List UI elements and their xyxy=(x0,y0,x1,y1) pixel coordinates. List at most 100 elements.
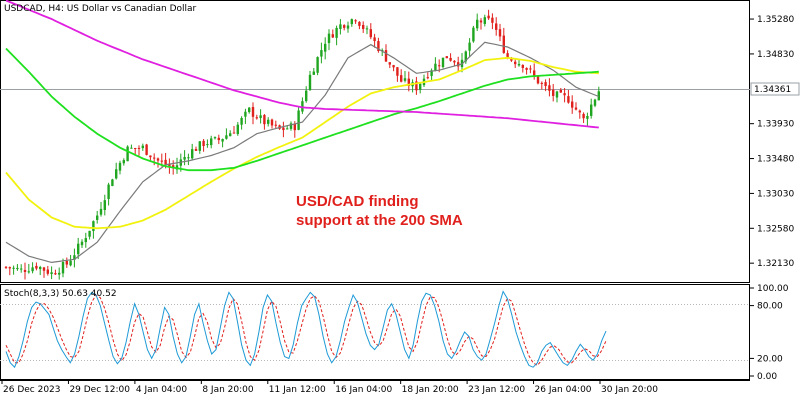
candle-body xyxy=(255,117,258,119)
candle-body xyxy=(23,269,27,272)
candle-body xyxy=(286,128,289,130)
candle-body xyxy=(210,138,213,146)
candle-body xyxy=(20,268,23,270)
candle-body xyxy=(464,51,467,62)
candle-body xyxy=(236,124,239,135)
candle-body xyxy=(80,241,84,246)
candle-body xyxy=(415,81,418,91)
candlestick-series xyxy=(4,9,600,280)
candle-body xyxy=(39,266,42,270)
candle-body xyxy=(407,78,410,86)
stoch-tick-label: 80.00 xyxy=(757,302,783,312)
candle-body xyxy=(96,215,99,220)
candle-body xyxy=(248,107,251,113)
candle-body xyxy=(270,119,274,126)
candle-body xyxy=(506,53,509,59)
candle-body xyxy=(126,146,129,162)
candle-body xyxy=(54,273,57,275)
current-price-box xyxy=(750,82,800,96)
candle-body xyxy=(324,43,327,52)
candle-body xyxy=(430,70,433,76)
candle-body xyxy=(441,57,445,67)
candle-body xyxy=(487,15,490,19)
candle-body xyxy=(35,265,38,269)
candle-body xyxy=(498,29,502,37)
candle-body xyxy=(578,110,581,113)
ma-line-3 xyxy=(5,47,599,172)
candle-body xyxy=(453,60,456,63)
candle-body xyxy=(305,90,308,102)
price-tick-label: 1.33930 xyxy=(757,120,794,130)
candle-body xyxy=(365,28,369,30)
candle-body xyxy=(343,25,346,28)
candle-body xyxy=(552,89,555,96)
candle-body xyxy=(122,160,125,164)
candle-body xyxy=(267,119,270,124)
stochastic-lines xyxy=(5,290,607,369)
candle-body xyxy=(244,111,247,117)
candle-body xyxy=(434,63,437,71)
candle-body xyxy=(50,272,53,275)
time-tick-label: 26 Dec 2023 xyxy=(3,385,61,395)
candle-body xyxy=(153,157,156,159)
candle-body xyxy=(567,96,570,103)
stoch-pane-frame xyxy=(0,284,750,380)
candle-body xyxy=(449,57,452,61)
candle-body xyxy=(590,104,593,116)
candle-body xyxy=(544,82,547,87)
stoch-tick-label: 0.00 xyxy=(757,372,777,382)
candle-body xyxy=(491,17,494,23)
candle-body xyxy=(571,101,574,108)
candle-body xyxy=(58,272,61,275)
stoch-main-line xyxy=(5,290,607,369)
candle-body xyxy=(350,19,353,25)
candle-body xyxy=(563,93,566,96)
candle-body xyxy=(217,137,220,141)
time-tick-label: 30 Jan 20:00 xyxy=(601,385,658,395)
candle-body xyxy=(293,123,296,131)
candle-body xyxy=(384,50,388,62)
candle-body xyxy=(502,35,505,53)
candle-body xyxy=(160,160,163,162)
time-tick-label: 18 Jan 20:00 xyxy=(402,385,459,395)
candle-body xyxy=(586,115,589,119)
candle-body xyxy=(400,75,403,82)
candle-body xyxy=(536,75,540,84)
candle-body xyxy=(274,124,277,126)
candle-body xyxy=(426,77,429,79)
candle-body xyxy=(77,243,80,255)
candle-body xyxy=(438,65,441,67)
time-tick-label: 4 Jan 04:00 xyxy=(136,385,188,395)
candle-body xyxy=(472,27,475,42)
stoch-signal-line xyxy=(5,294,607,367)
candle-body xyxy=(27,271,30,273)
time-tick-label: 16 Jan 04:00 xyxy=(335,385,392,395)
stoch-tick-label: 100.00 xyxy=(757,284,789,294)
candle-body xyxy=(514,61,517,65)
candle-body xyxy=(183,156,186,160)
candle-body xyxy=(213,137,217,139)
candle-body xyxy=(483,17,486,24)
candle-body xyxy=(377,41,380,51)
candle-body xyxy=(529,68,532,70)
candle-body xyxy=(73,255,76,260)
candle-body xyxy=(42,267,46,271)
candle-body xyxy=(396,67,399,76)
candle-body xyxy=(559,90,562,93)
candle-body xyxy=(12,267,15,269)
candle-body xyxy=(301,101,304,112)
candle-body xyxy=(8,267,11,269)
candle-body xyxy=(134,147,137,149)
candle-body xyxy=(597,91,600,101)
candle-body xyxy=(31,267,34,272)
candle-body xyxy=(548,85,551,91)
candle-body xyxy=(92,221,95,232)
candle-body xyxy=(479,20,483,23)
candle-body xyxy=(346,25,350,29)
annotation-line-1: USD/CAD finding xyxy=(296,193,418,210)
candle-body xyxy=(327,33,331,44)
stoch-indicator-label: Stoch(8,3,3) 50.63 40.52 xyxy=(4,289,117,299)
price-tick-label: 1.34830 xyxy=(757,50,794,60)
